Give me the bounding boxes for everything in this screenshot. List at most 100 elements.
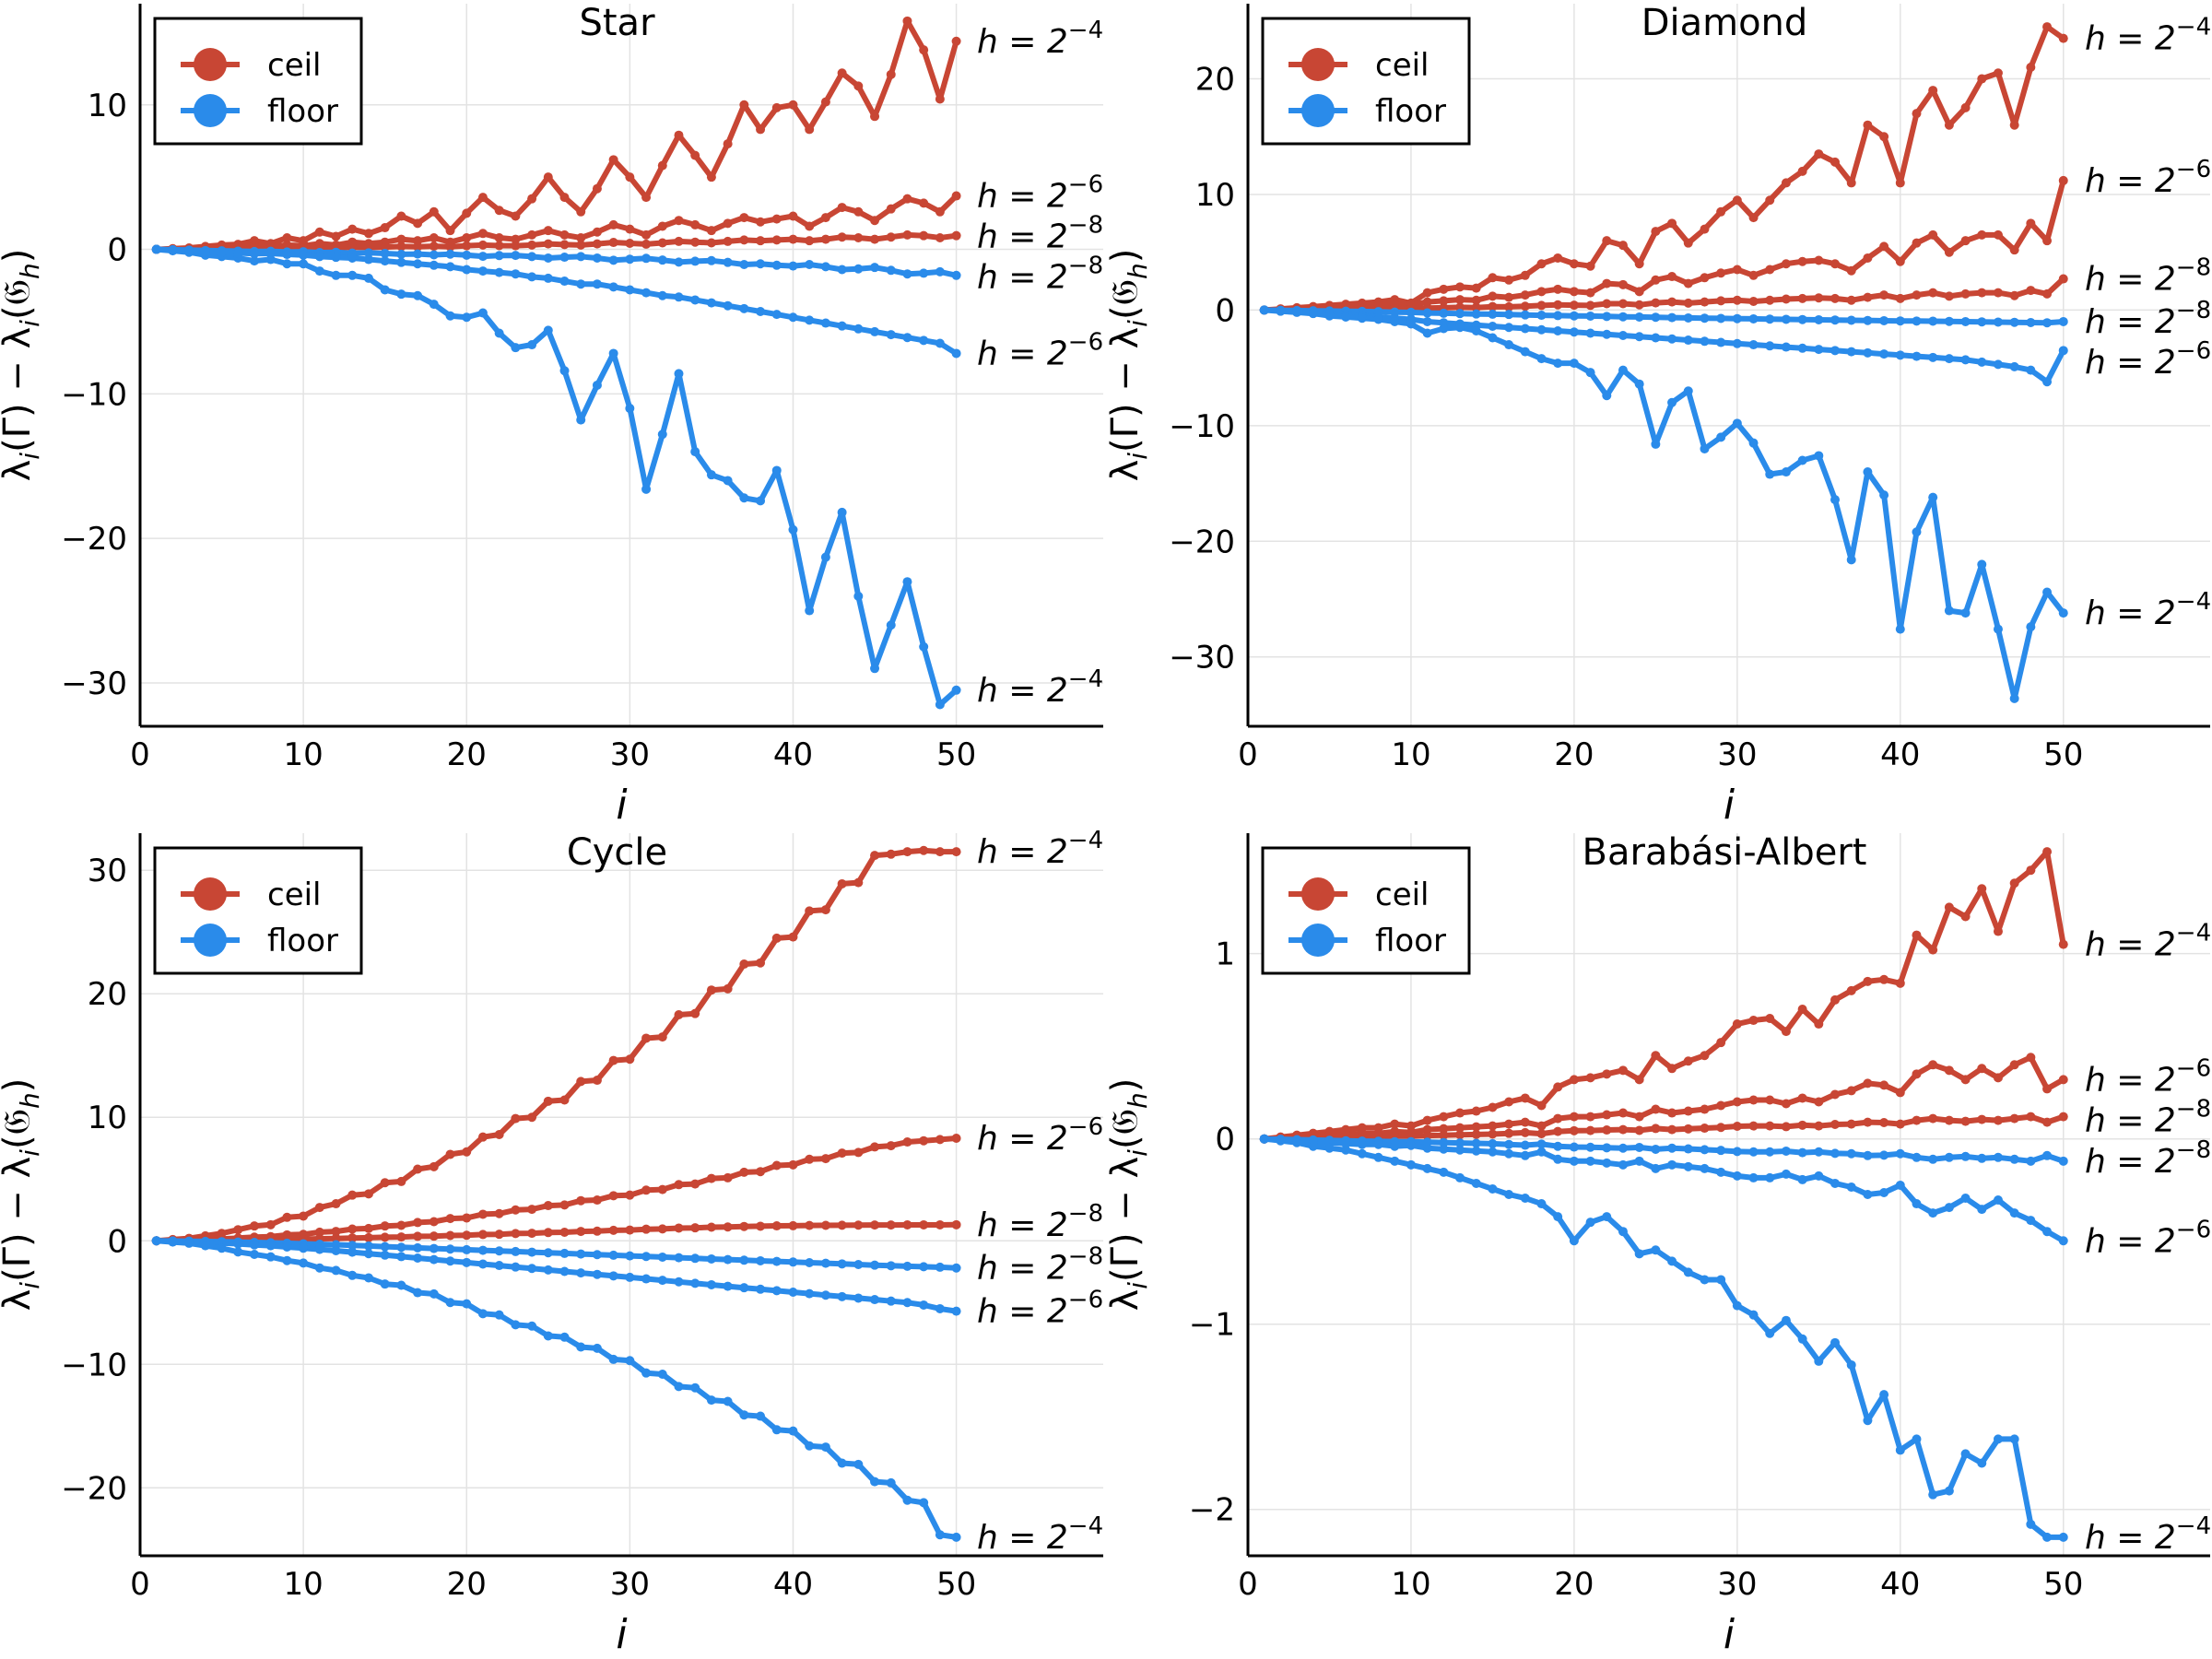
data-point: [1651, 1144, 1661, 1154]
data-point: [543, 1096, 553, 1106]
data-point: [771, 260, 782, 270]
data-point: [1569, 259, 1579, 269]
data-point: [837, 232, 847, 242]
data-point: [935, 1219, 945, 1230]
data-point: [706, 1173, 716, 1183]
data-point: [1944, 247, 1954, 257]
x-tick-label: 0: [1238, 736, 1258, 773]
data-point: [1422, 1163, 1432, 1173]
data-point: [380, 1178, 390, 1188]
curve-label-h: h = 2: [977, 1120, 1068, 1158]
data-point: [1651, 439, 1661, 449]
data-point: [641, 1368, 652, 1378]
series-line-floor-h-4: [1264, 1135, 2064, 1540]
data-point: [1830, 1178, 1841, 1188]
data-point: [1683, 1056, 1693, 1066]
curve-label-h: h = 2: [2085, 594, 2176, 632]
data-point: [576, 1195, 586, 1206]
data-point: [1634, 1142, 1644, 1152]
data-point: [870, 664, 880, 674]
data-point: [805, 1441, 815, 1451]
data-point: [1651, 312, 1661, 323]
data-point: [756, 1411, 766, 1421]
data-point: [1895, 256, 1905, 266]
data-point: [1618, 1159, 1628, 1170]
data-point: [1879, 974, 1889, 984]
data-point: [1439, 1167, 1449, 1177]
y-axis-label-part: λ: [1104, 1289, 1147, 1312]
data-point: [413, 1164, 423, 1174]
data-point: [608, 348, 618, 359]
data-point: [1797, 1147, 1807, 1158]
data-point: [1602, 391, 1612, 401]
data-point: [1912, 316, 1922, 326]
data-point: [1748, 438, 1759, 448]
data-point: [788, 211, 798, 221]
data-point: [1651, 1124, 1661, 1134]
data-point: [951, 1306, 961, 1316]
data-point: [1814, 1121, 1824, 1131]
data-point: [723, 300, 733, 311]
data-point: [1455, 1172, 1465, 1182]
data-point: [511, 1262, 521, 1272]
data-point: [853, 1459, 864, 1469]
data-point: [2026, 1156, 2036, 1166]
data-point: [1895, 293, 1905, 303]
data-point: [1553, 359, 1563, 369]
data-point: [477, 252, 488, 262]
data-point: [462, 1213, 472, 1223]
data-point: [396, 234, 406, 244]
data-point: [771, 214, 782, 224]
data-point: [1585, 1156, 1595, 1166]
data-point: [1455, 1123, 1465, 1133]
data-point: [2058, 1236, 2068, 1246]
data-point: [1846, 265, 1856, 276]
y-tick-label: −30: [61, 665, 127, 702]
data-point: [2026, 622, 2036, 632]
data-point: [1879, 1150, 1889, 1160]
data-point: [1667, 334, 1677, 344]
data-point: [723, 257, 733, 267]
data-point: [1797, 1004, 1807, 1014]
data-point: [1683, 298, 1693, 308]
data-point: [1667, 1108, 1677, 1118]
data-point: [462, 312, 472, 323]
y-axis-label-part: i: [1123, 453, 1153, 460]
data-point: [919, 1219, 929, 1230]
data-point: [1553, 300, 1563, 310]
data-point: [641, 193, 652, 203]
x-tick-label: 40: [773, 1566, 813, 1603]
data-point: [1471, 295, 1481, 305]
data-point: [1553, 1154, 1563, 1164]
data-point: [1341, 1138, 1351, 1148]
legend-marker-ceil: [1301, 48, 1335, 81]
data-point: [1912, 109, 1922, 119]
data-point: [870, 263, 880, 273]
data-point: [2042, 318, 2053, 328]
data-point: [151, 1236, 161, 1246]
data-point: [1895, 1088, 1905, 1098]
data-point: [1993, 1195, 2003, 1206]
data-point: [380, 248, 390, 258]
legend-label-floor: floor: [267, 93, 338, 130]
data-point: [527, 1112, 537, 1123]
data-point: [1781, 1099, 1791, 1109]
data-point: [1846, 985, 1856, 995]
data-point: [1748, 1172, 1759, 1182]
data-point: [249, 1221, 259, 1231]
data-point: [1928, 86, 1938, 96]
data-point: [1912, 1434, 1922, 1444]
data-point: [1471, 1129, 1481, 1139]
data-point: [1928, 288, 1938, 298]
data-point: [625, 1251, 635, 1261]
x-tick-label: 40: [1880, 736, 1920, 773]
data-point: [380, 1221, 390, 1231]
data-point: [1634, 1075, 1644, 1085]
data-point: [1422, 316, 1432, 326]
data-point: [494, 1230, 504, 1240]
y-axis-label: λi(Γ) − λi(𝔊h): [1104, 1078, 1153, 1312]
data-point: [527, 272, 537, 282]
data-point: [1373, 1139, 1383, 1149]
data-point: [314, 266, 324, 276]
data-point: [249, 249, 259, 259]
